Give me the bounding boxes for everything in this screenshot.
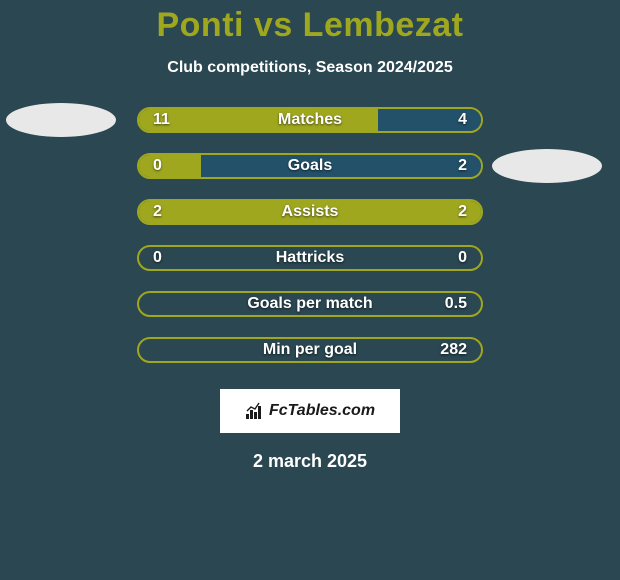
player-left-avatar <box>6 103 116 137</box>
stat-value-right: 0 <box>458 249 467 267</box>
subtitle: Club competitions, Season 2024/2025 <box>0 59 620 77</box>
stat-row: 0Hattricks0 <box>0 235 620 281</box>
stat-value-right: 2 <box>458 157 467 175</box>
stat-bar: Min per goal282 <box>137 337 483 363</box>
source-badge-text: FcTables.com <box>269 402 375 420</box>
stat-bar: Goals per match0.5 <box>137 291 483 317</box>
stat-value-left: 0 <box>153 157 162 175</box>
fctables-logo-icon <box>245 402 263 420</box>
stats-list: 11Matches40Goals22Assists20Hattricks0Goa… <box>0 97 620 373</box>
source-badge: FcTables.com <box>220 389 400 433</box>
stat-value-right: 4 <box>458 111 467 129</box>
stat-bar: 0Goals2 <box>137 153 483 179</box>
stat-value-right: 0.5 <box>445 295 467 313</box>
stat-value-left: 2 <box>153 203 162 221</box>
stat-value-left: 0 <box>153 249 162 267</box>
stat-bar: 2Assists2 <box>137 199 483 225</box>
stat-value-left: 11 <box>153 111 170 129</box>
stat-row: 0Goals2 <box>0 143 620 189</box>
stat-row: 2Assists2 <box>0 189 620 235</box>
stat-row: Min per goal282 <box>0 327 620 373</box>
comparison-card: Ponti vs Lembezat Club competitions, Sea… <box>0 0 620 472</box>
stat-label: Assists <box>139 203 481 221</box>
date-label: 2 march 2025 <box>0 451 620 472</box>
stat-row: Goals per match0.5 <box>0 281 620 327</box>
stat-label: Goals per match <box>139 295 481 313</box>
player-right-avatar <box>492 149 602 183</box>
stat-label: Min per goal <box>139 341 481 359</box>
stat-bar: 0Hattricks0 <box>137 245 483 271</box>
stat-label: Matches <box>139 111 481 129</box>
stat-label: Hattricks <box>139 249 481 267</box>
page-title: Ponti vs Lembezat <box>0 6 620 45</box>
stat-bar: 11Matches4 <box>137 107 483 133</box>
stat-value-right: 2 <box>458 203 467 221</box>
stat-label: Goals <box>139 157 481 175</box>
stat-row: 11Matches4 <box>0 97 620 143</box>
stat-value-right: 282 <box>440 341 467 359</box>
